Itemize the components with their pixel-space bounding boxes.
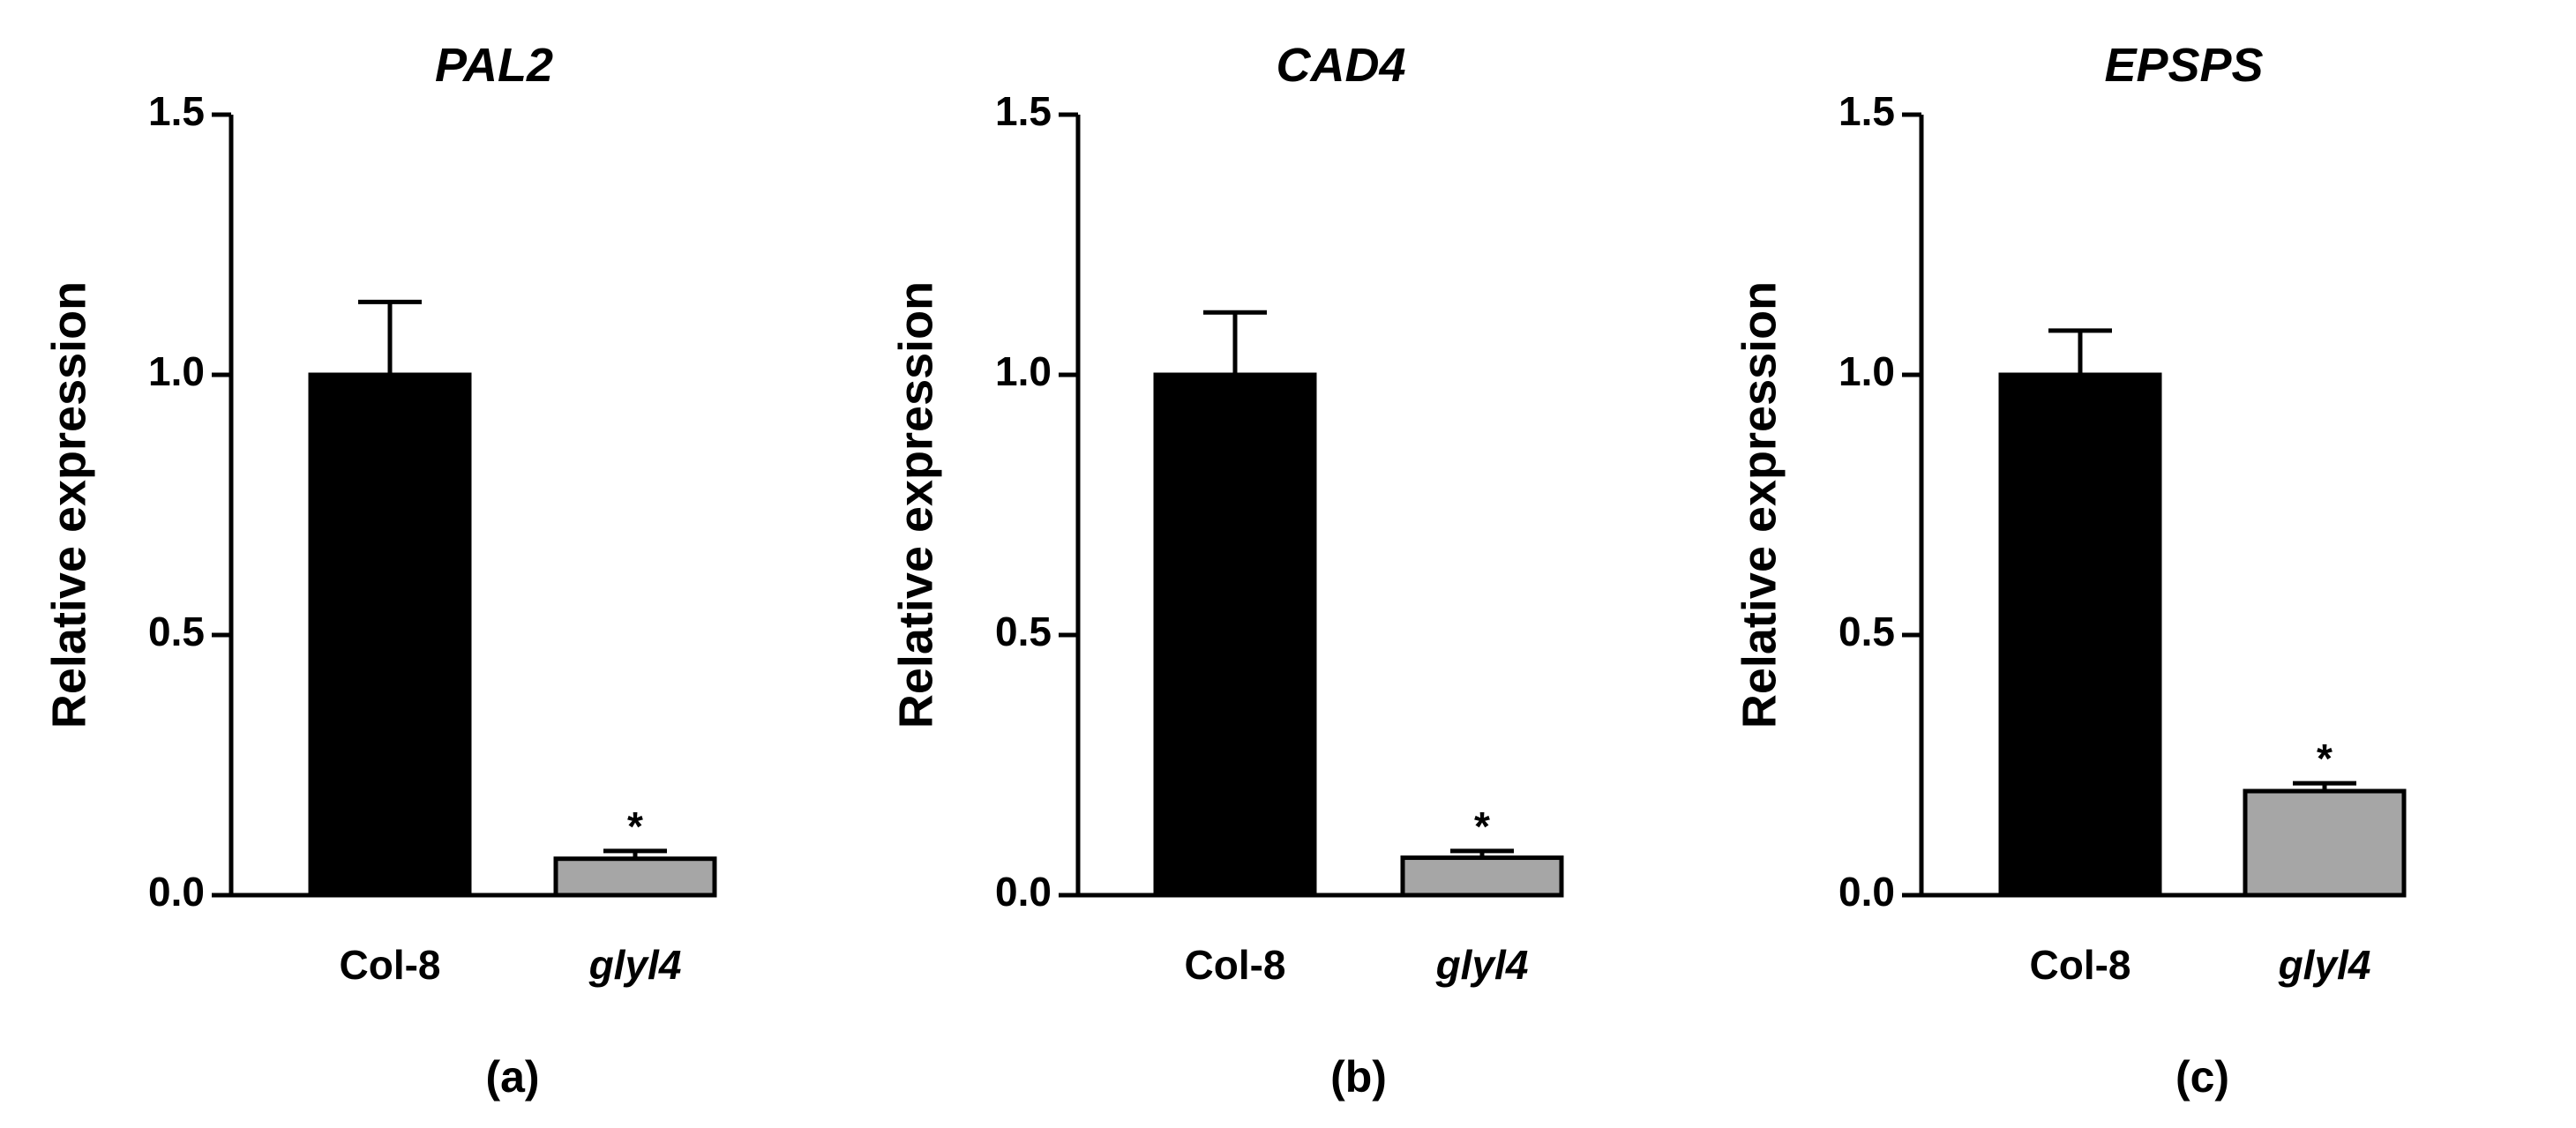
bar-glyl4: [1400, 855, 1564, 898]
significance-asterisk: *: [627, 803, 643, 849]
bar-col-8: [1998, 372, 2162, 898]
panel-letter: (c): [2175, 1052, 2229, 1102]
bar-glyl4: [553, 856, 717, 898]
panel-title: PAL2: [435, 39, 553, 92]
y-tick-label: 0.0: [1838, 869, 1895, 915]
y-tick-label: 0.5: [1838, 609, 1895, 654]
x-category-label: Col-8: [1185, 942, 1286, 988]
x-category-label: Col-8: [340, 942, 441, 988]
y-tick-label: 1.5: [1838, 88, 1895, 134]
panel-letter: (a): [485, 1052, 539, 1102]
y-tick-label: 1.5: [148, 88, 205, 134]
x-category-label: Col-8: [2030, 942, 2131, 988]
y-tick-label: 0.0: [148, 869, 205, 915]
significance-asterisk: *: [2317, 736, 2333, 781]
significance-asterisk: *: [1474, 803, 1490, 849]
x-category-label: glyl4: [1435, 942, 1529, 988]
bar-col-8: [1153, 372, 1317, 898]
y-tick-label: 1.0: [148, 348, 205, 394]
y-tick-label: 0.0: [995, 869, 1052, 915]
bar-col-8: [308, 372, 472, 898]
panel-title: CAD4: [1276, 39, 1405, 92]
y-axis-label: Relative expression: [42, 281, 95, 728]
panel-letter: (b): [1330, 1052, 1387, 1102]
x-category-label: glyl4: [588, 942, 682, 988]
panel-title: EPSPS: [2104, 39, 2263, 92]
y-axis-label: Relative expression: [1733, 281, 1786, 728]
y-tick-label: 0.5: [148, 609, 205, 654]
y-tick-label: 1.0: [1838, 348, 1895, 394]
y-tick-label: 1.0: [995, 348, 1052, 394]
y-tick-label: 0.5: [995, 609, 1052, 654]
bar-glyl4: [2243, 788, 2407, 898]
y-tick-label: 1.5: [995, 88, 1052, 134]
x-category-label: glyl4: [2278, 942, 2371, 988]
y-axis-label: Relative expression: [889, 281, 942, 728]
